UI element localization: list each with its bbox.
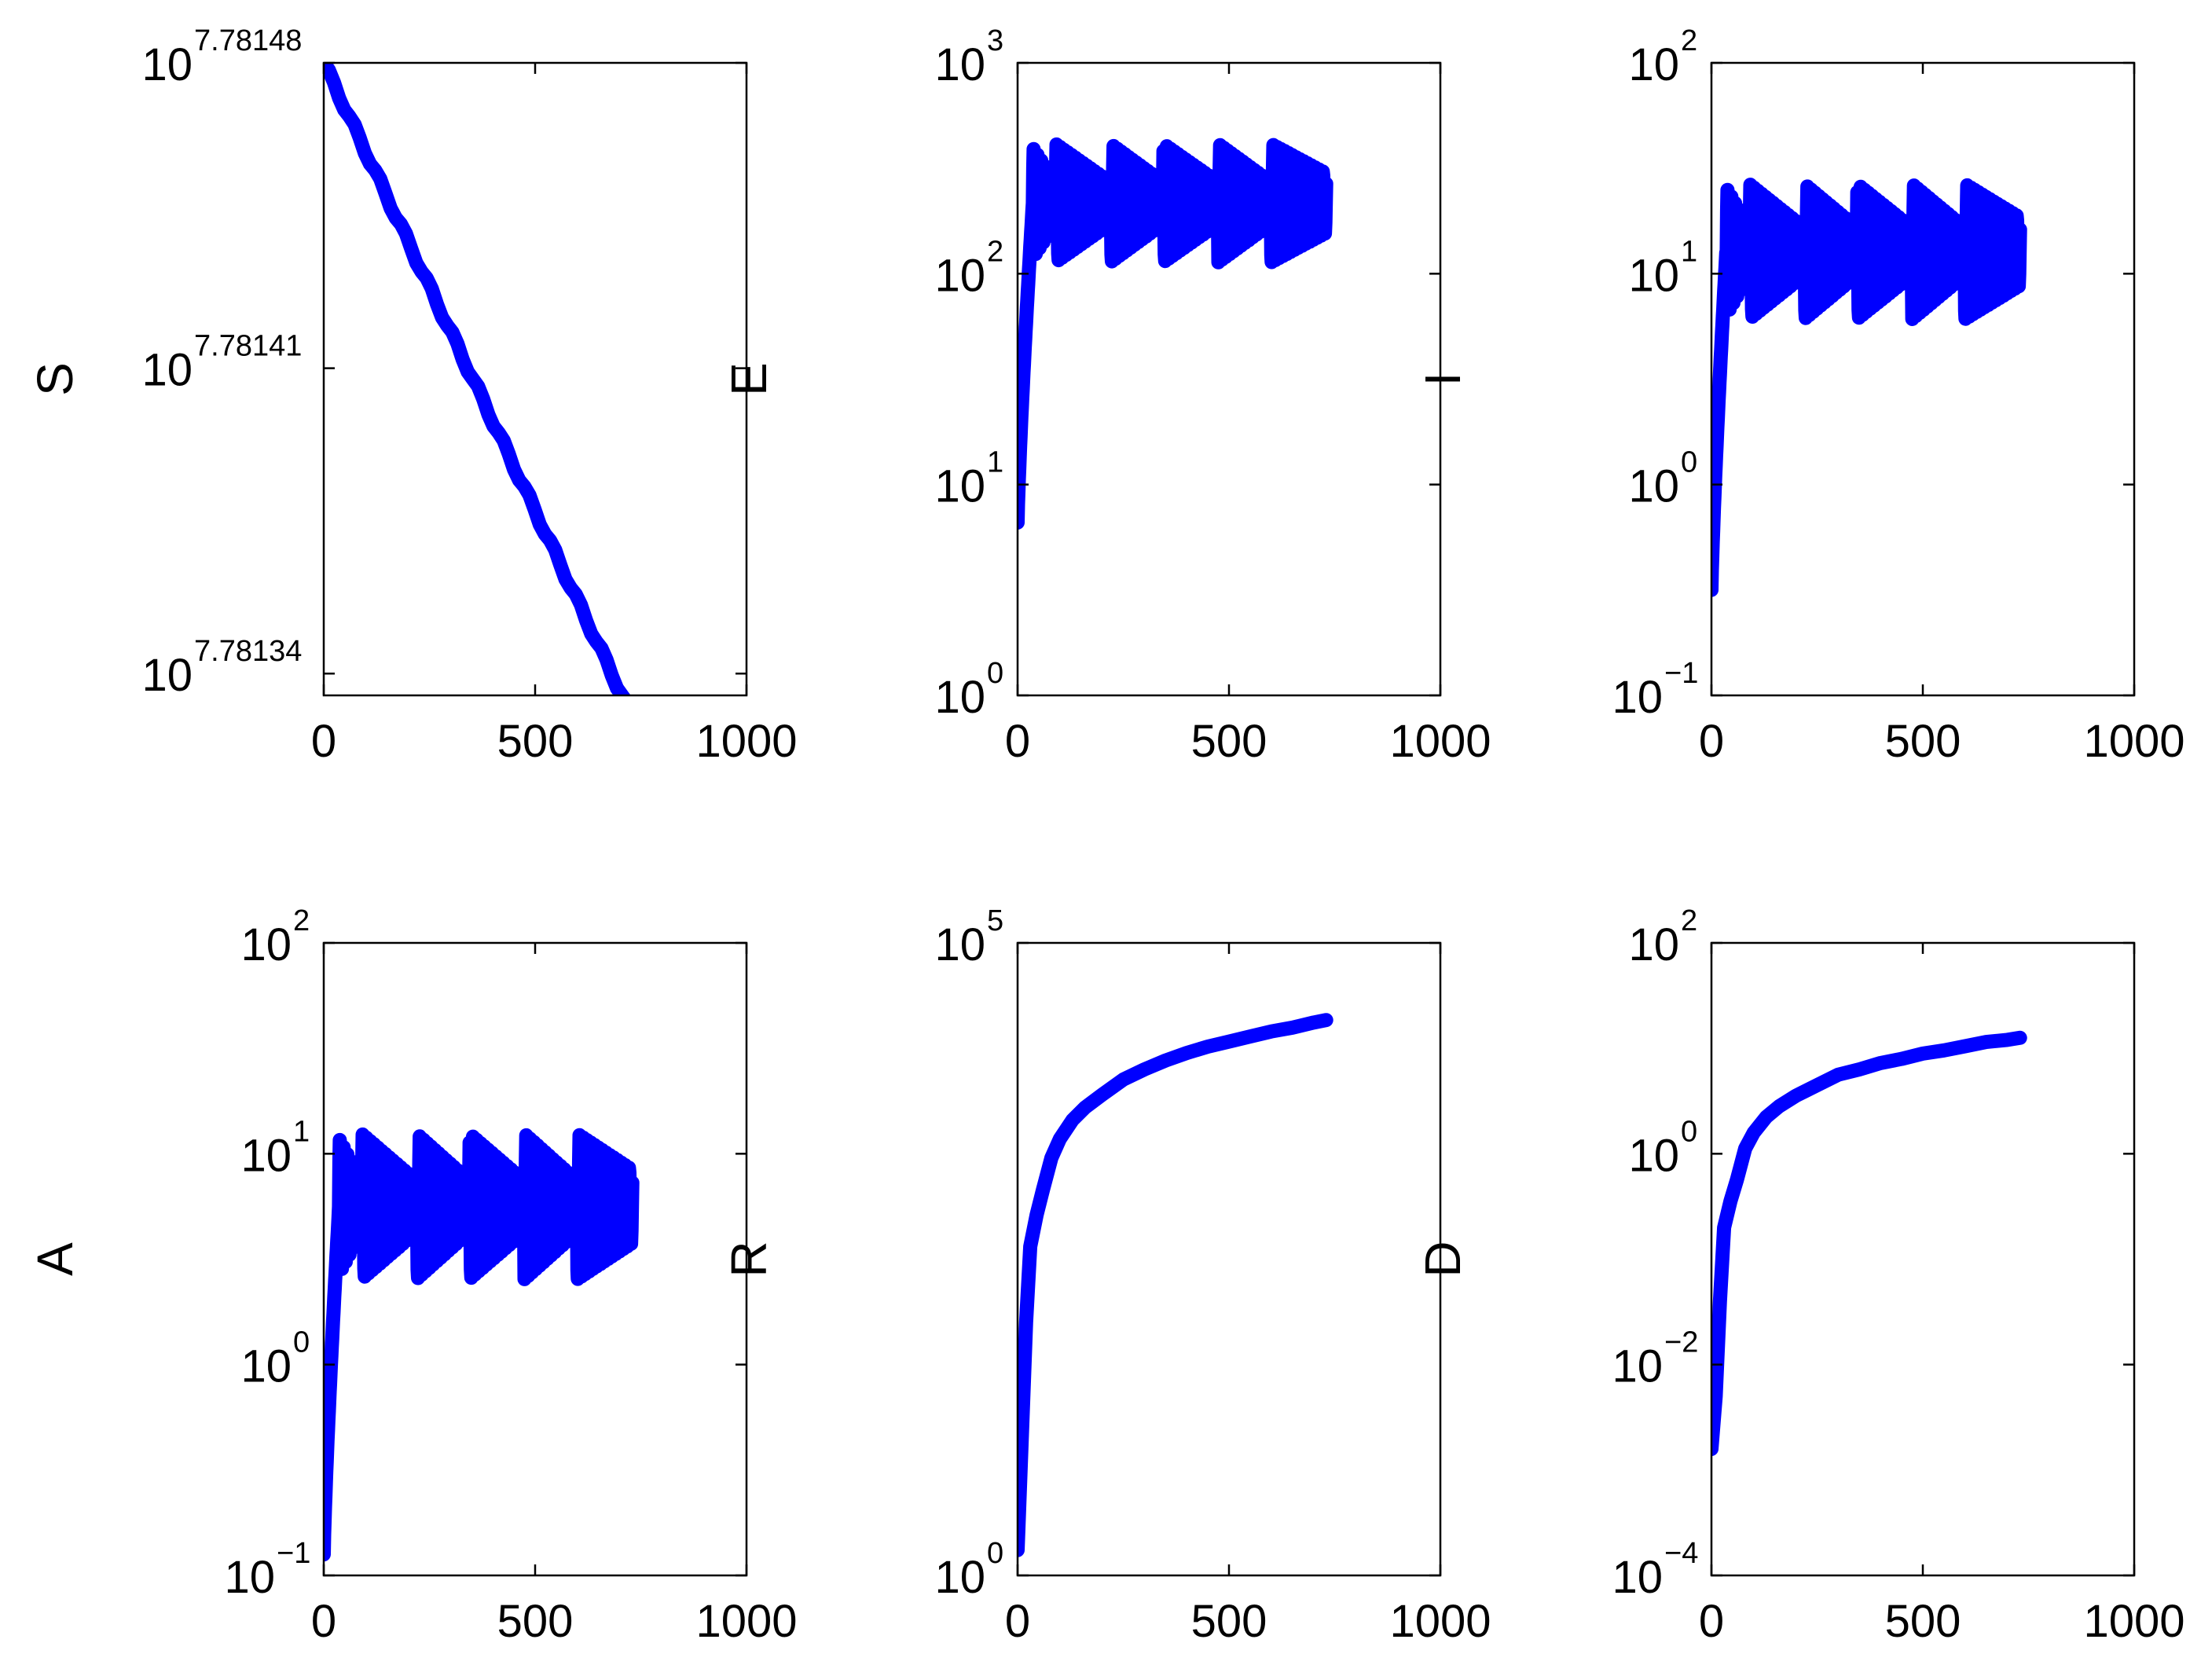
x-tick-label: 500 — [1191, 1596, 1267, 1647]
y-tick-label-base: 10 — [1628, 250, 1679, 301]
x-tick-label: 1000 — [695, 716, 797, 767]
x-tick-label: 0 — [1005, 1596, 1030, 1647]
y-tick-label-exponent: 2 — [987, 235, 1003, 268]
x-tick-label: 500 — [497, 1596, 574, 1647]
y-tick-label-exponent: 0 — [1681, 1115, 1697, 1148]
y-tick-label-base: 10 — [934, 250, 985, 301]
y-tick-label-base: 10 — [1612, 1341, 1663, 1392]
y-tick-label-exponent: 7.78134 — [194, 635, 302, 668]
series-r-line — [1018, 1013, 1333, 1557]
y-tick-label-base: 10 — [1628, 39, 1679, 90]
series-i-line — [1711, 178, 2027, 597]
y-tick-label-exponent: 0 — [1681, 446, 1697, 479]
x-tick-label: 0 — [1005, 716, 1030, 767]
y-axis-label: R — [721, 1241, 777, 1277]
y-tick-label-base: 10 — [1628, 1130, 1679, 1181]
y-tick-label-base: 10 — [934, 39, 985, 90]
y-tick-label-exponent: 1 — [987, 446, 1003, 479]
y-tick-label-exponent: −1 — [1664, 657, 1698, 690]
y-tick-label-exponent: −4 — [1664, 1537, 1698, 1570]
axes-box — [1710, 61, 2136, 697]
series-d-line — [1711, 1030, 2027, 1456]
y-tick-label-base: 10 — [240, 1341, 292, 1392]
y-tick-label-base: 10 — [934, 672, 985, 723]
x-tick-label: 0 — [1699, 1596, 1724, 1647]
series-a-line — [324, 1127, 640, 1562]
y-tick-label-base: 10 — [934, 919, 985, 970]
y-axis-label: D — [1414, 1241, 1471, 1277]
y-tick-label-base: 10 — [141, 345, 193, 396]
y-tick-label-exponent: 2 — [293, 904, 310, 937]
x-tick-label: 1000 — [2083, 1596, 2184, 1647]
x-tick-label: 0 — [1699, 716, 1724, 767]
y-tick-label-base: 10 — [1612, 672, 1663, 723]
series-e-line — [1018, 137, 1333, 530]
y-tick-label-base: 10 — [141, 650, 193, 701]
y-tick-label-base: 10 — [224, 1552, 275, 1603]
x-tick-label: 500 — [1885, 716, 1961, 767]
x-tick-label: 1000 — [1389, 1596, 1491, 1647]
y-tick-label-base: 10 — [934, 1552, 985, 1603]
y-tick-label-exponent: 1 — [1681, 235, 1697, 268]
y-tick-label-exponent: 7.78148 — [194, 24, 302, 57]
y-axis-label: I — [1414, 372, 1471, 387]
y-tick-label-exponent: 7.78141 — [194, 330, 302, 363]
y-tick-label-exponent: 0 — [987, 1537, 1003, 1570]
y-tick-label-base: 10 — [240, 919, 292, 970]
x-tick-label: 500 — [1885, 1596, 1961, 1647]
y-tick-label-base: 10 — [934, 461, 985, 512]
axes-box — [1710, 941, 2136, 1577]
y-tick-label-exponent: 1 — [293, 1115, 310, 1148]
series-s-line — [324, 63, 631, 695]
x-tick-label: 0 — [311, 1596, 336, 1647]
x-tick-label: 500 — [1191, 716, 1267, 767]
y-tick-label-exponent: 0 — [987, 657, 1003, 690]
y-tick-label-exponent: 2 — [1681, 24, 1697, 57]
y-tick-label-exponent: 3 — [987, 24, 1003, 57]
y-tick-label-exponent: −1 — [277, 1537, 310, 1570]
y-tick-label-base: 10 — [1628, 461, 1679, 512]
y-tick-label-base: 10 — [1612, 1552, 1663, 1603]
x-tick-label: 1000 — [695, 1596, 797, 1647]
y-tick-label-base: 10 — [141, 39, 193, 90]
y-tick-label-base: 10 — [240, 1130, 292, 1181]
x-tick-label: 0 — [311, 716, 336, 767]
x-tick-label: 1000 — [2083, 716, 2184, 767]
x-tick-label: 500 — [497, 716, 574, 767]
axes-box — [322, 61, 748, 697]
y-axis-label: S — [27, 362, 83, 396]
y-tick-label-exponent: 2 — [1681, 904, 1697, 937]
y-tick-label-exponent: −2 — [1664, 1326, 1698, 1359]
y-axis-label: E — [721, 362, 777, 396]
y-tick-label-exponent: 5 — [987, 904, 1003, 937]
y-axis-label: A — [27, 1242, 83, 1276]
x-tick-label: 1000 — [1389, 716, 1491, 767]
y-tick-label-exponent: 0 — [293, 1326, 310, 1359]
y-tick-label-base: 10 — [1628, 919, 1679, 970]
